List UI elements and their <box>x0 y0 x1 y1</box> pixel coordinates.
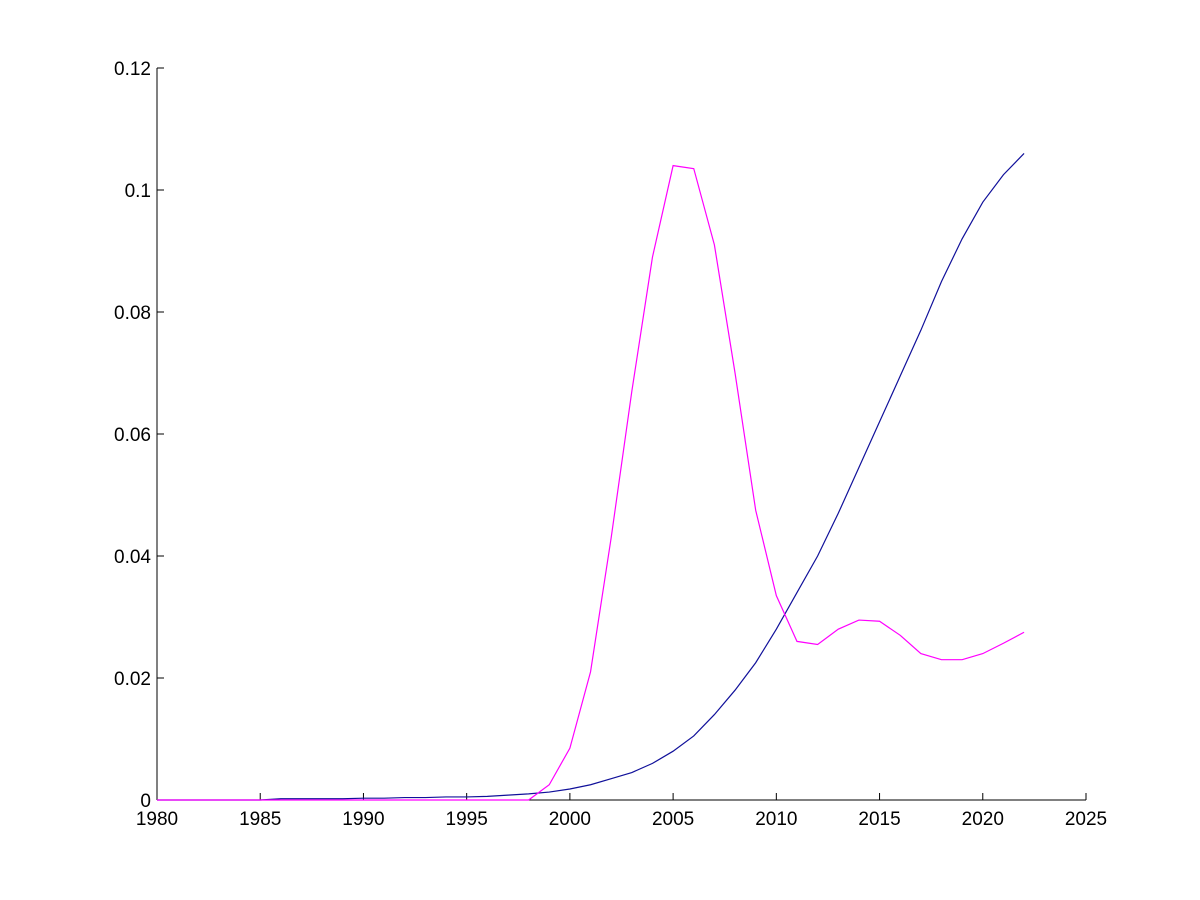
y-tick-label: 0.1 <box>125 181 151 202</box>
series-line <box>157 164 1025 801</box>
x-tick-label: 1985 <box>239 809 281 830</box>
x-tick-label: 1980 <box>136 809 178 830</box>
y-tick-label: 0.06 <box>114 425 151 446</box>
y-tick-label: 0.02 <box>114 669 151 690</box>
y-tick-label: 0.12 <box>114 59 151 80</box>
x-tick-label: 2025 <box>1065 809 1107 830</box>
x-tick-label: 2020 <box>962 809 1004 830</box>
x-tick-label: 2010 <box>755 809 797 830</box>
x-tick-label: 2000 <box>549 809 591 830</box>
y-tick-label: 0 <box>140 791 151 812</box>
x-tick-label: 1990 <box>342 809 384 830</box>
y-tick-label: 0.08 <box>114 303 151 324</box>
x-tick-label: 2015 <box>858 809 900 830</box>
x-tick-label: 1995 <box>446 809 488 830</box>
x-tick-label: 2005 <box>652 809 694 830</box>
series-line <box>157 152 1025 801</box>
y-tick-label: 0.04 <box>114 547 151 568</box>
